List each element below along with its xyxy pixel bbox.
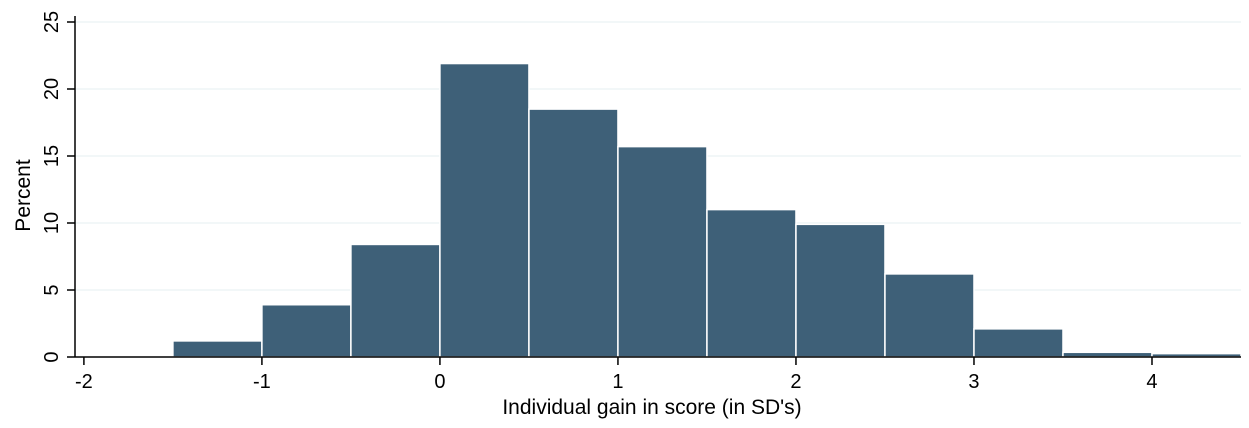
tick-marks-and-labels: -2 -1 0 1 2 3 4 0 5 10 15 20 25	[41, 11, 1158, 393]
histogram-bar	[795, 223, 886, 358]
histogram-bar	[350, 243, 441, 358]
x-tick-label: -2	[75, 371, 93, 393]
x-axis-title: Individual gain in score (in SD's)	[502, 396, 801, 419]
axes	[74, 16, 1241, 358]
y-tick-label: 20	[41, 78, 63, 100]
histogram-bar	[528, 108, 619, 358]
y-tick-label: 10	[41, 212, 63, 234]
histogram-bar	[884, 273, 975, 358]
histogram-bars	[83, 62, 1242, 358]
y-tick-label: 15	[41, 145, 63, 167]
x-tick-label: -1	[253, 371, 271, 393]
x-tick-label: 2	[790, 371, 801, 393]
histogram-bar	[973, 328, 1064, 358]
y-tick-label: 0	[41, 351, 63, 362]
x-tick-label: 4	[1146, 371, 1157, 393]
histogram-bar	[706, 208, 797, 358]
y-axis-title: Percent	[12, 159, 35, 232]
x-tick-label: 1	[612, 371, 623, 393]
histogram-bar	[172, 340, 263, 358]
y-tick-label: 5	[41, 284, 63, 295]
x-tick-label: 3	[968, 371, 979, 393]
histogram-bar	[439, 62, 530, 358]
histogram-bar	[261, 303, 352, 358]
x-tick-label: 0	[434, 371, 445, 393]
histogram-bar	[617, 145, 708, 358]
y-tick-label: 25	[41, 11, 63, 33]
